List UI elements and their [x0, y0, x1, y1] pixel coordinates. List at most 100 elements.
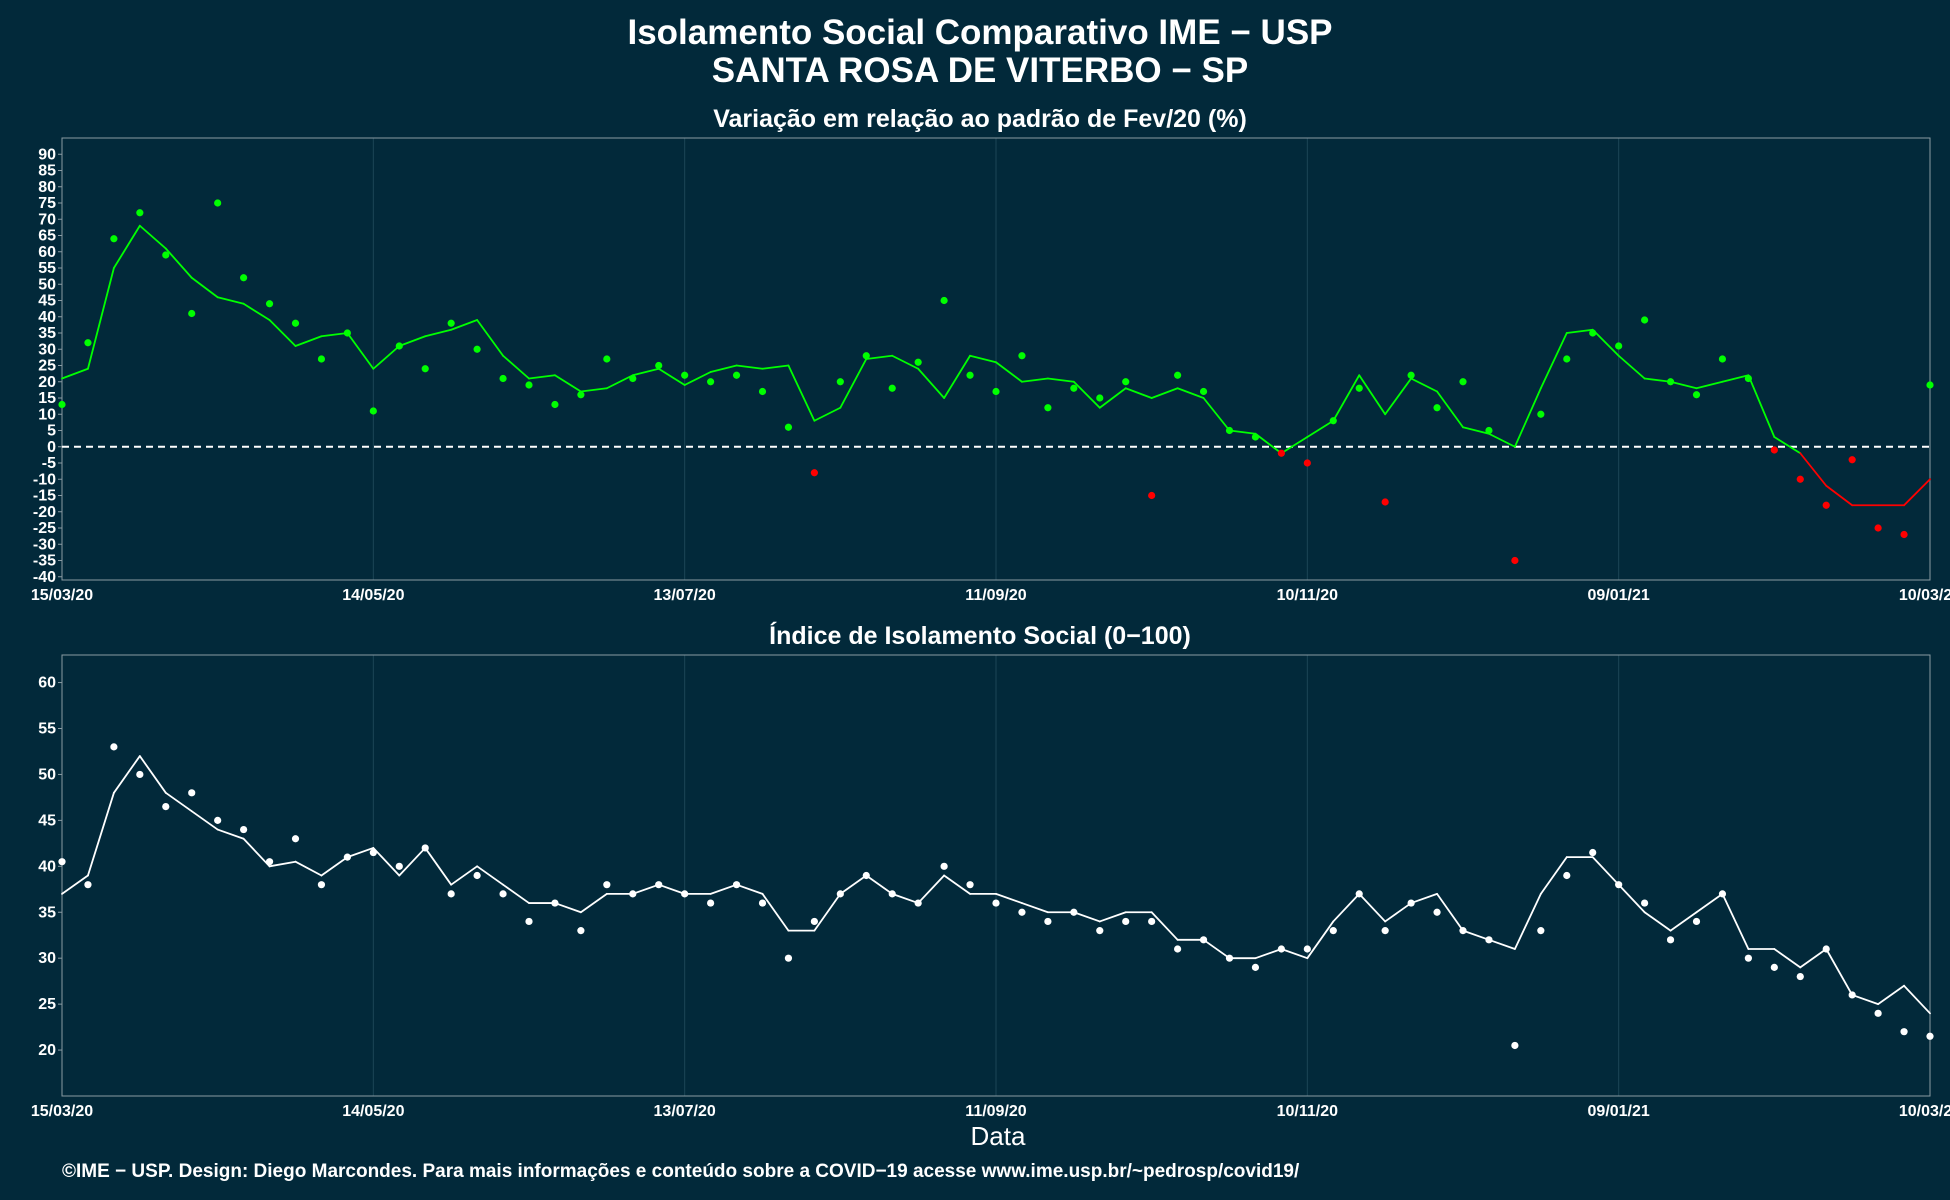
moving-average-line-segment	[1410, 377, 1438, 393]
data-point	[1511, 556, 1519, 565]
data-point	[1589, 329, 1597, 337]
moving-average-line-segment	[1228, 429, 1257, 435]
moving-average-line-segment	[112, 755, 141, 794]
data-point	[162, 802, 170, 811]
moving-average-line-segment	[1799, 948, 1828, 969]
moving-average-line-segment	[1565, 328, 1594, 334]
data-point	[1018, 352, 1026, 360]
data-point	[1044, 917, 1052, 926]
moving-average-line-segment	[190, 810, 219, 831]
moving-average-line-segment	[1462, 426, 1490, 435]
y-tick-label: 5	[47, 423, 56, 440]
data-point	[1459, 927, 1467, 935]
y-tick-label: 85	[38, 163, 56, 180]
data-point	[214, 199, 222, 207]
y-tick-label: 80	[38, 179, 56, 196]
data-point	[1874, 524, 1882, 532]
moving-average-line-segment	[138, 755, 167, 794]
moving-average-line-segment	[1591, 328, 1620, 357]
data-point	[1355, 890, 1363, 898]
data-point	[421, 844, 429, 852]
data-point	[1122, 917, 1130, 926]
moving-average-line-segment	[528, 374, 556, 380]
data-point	[110, 235, 118, 243]
moving-average-line-segment	[995, 361, 1023, 383]
moving-average-line-segment	[1072, 380, 1101, 409]
y-tick-label: 25	[38, 358, 56, 375]
data-point	[1537, 410, 1545, 418]
data-point	[784, 954, 793, 962]
data-point	[784, 423, 793, 431]
moving-average-line-segment	[502, 354, 530, 380]
y-tick-label: 40	[38, 309, 56, 326]
moving-average-line-segment	[1150, 387, 1179, 399]
data-point	[1563, 355, 1571, 363]
moving-average-line-segment	[1280, 436, 1309, 455]
data-point	[1433, 404, 1441, 412]
data-point	[395, 862, 403, 870]
data-point	[1381, 498, 1389, 506]
y-tick-label: 50	[38, 276, 56, 293]
moving-average-line-segment	[1643, 377, 1672, 383]
moving-average-line-segment	[1669, 911, 1698, 932]
data-point	[1485, 426, 1493, 435]
data-point	[1926, 381, 1934, 389]
moving-average-line-segment	[1851, 994, 1880, 1006]
moving-average-line-segment	[709, 364, 738, 373]
moving-average-line-segment	[1358, 892, 1387, 923]
data-point	[732, 881, 741, 889]
data-point	[1744, 374, 1752, 383]
x-tick-label: 14/05/20	[342, 587, 404, 604]
data-point	[810, 469, 818, 477]
data-point	[1692, 391, 1701, 399]
y-tick-label: -40	[33, 569, 56, 586]
moving-average-line-segment	[631, 367, 660, 377]
data-point	[577, 927, 585, 935]
moving-average-line-segment	[1098, 911, 1127, 923]
moving-average-line-segment	[787, 364, 816, 422]
moving-average-line-segment	[294, 860, 323, 877]
data-point	[1148, 491, 1156, 500]
moving-average-line-segment	[424, 328, 453, 338]
data-point	[1511, 1041, 1519, 1050]
moving-average-line-segment	[1617, 354, 1646, 380]
moving-average-line-segment	[216, 828, 245, 840]
y-tick-label: 90	[38, 146, 56, 163]
moving-average-line-segment	[1877, 984, 1905, 1006]
data-point	[499, 890, 507, 898]
moving-average-line-segment	[398, 847, 427, 877]
data-point	[1381, 927, 1389, 935]
moving-average-line-segment	[1669, 380, 1698, 390]
moving-average-line-segment	[839, 358, 868, 409]
moving-average-line-segment	[372, 345, 401, 370]
moving-average-line-segment	[1643, 911, 1672, 932]
moving-average-line-segment	[969, 354, 997, 364]
moving-average-line-segment	[943, 354, 971, 399]
data-point	[1459, 378, 1467, 386]
moving-average-line-segment	[1306, 920, 1335, 960]
top-chart-title: Variação em relação ao padrão de Fev/20 …	[713, 105, 1247, 133]
data-point	[655, 881, 663, 889]
data-point	[473, 345, 481, 353]
data-point	[707, 378, 715, 386]
moving-average-line-segment	[709, 883, 738, 895]
moving-average-line-segment	[164, 791, 193, 813]
data-point	[1796, 475, 1804, 483]
moving-average-line-segment	[1436, 892, 1464, 932]
data-point	[1407, 371, 1415, 379]
moving-average-line-segment	[164, 247, 193, 279]
data-point	[1848, 991, 1856, 999]
moving-average-line-segment	[294, 335, 323, 347]
data-point	[1277, 945, 1285, 953]
x-tick-label: 10/03/21	[1899, 1103, 1950, 1120]
data-point	[1199, 936, 1208, 944]
data-point	[940, 296, 948, 305]
data-point	[1174, 371, 1182, 379]
data-point	[681, 371, 689, 379]
moving-average-line-segment	[398, 335, 427, 347]
data-point	[1589, 848, 1597, 857]
moving-average-line-segment	[1150, 911, 1179, 941]
moving-average-line-segment	[1384, 377, 1413, 416]
